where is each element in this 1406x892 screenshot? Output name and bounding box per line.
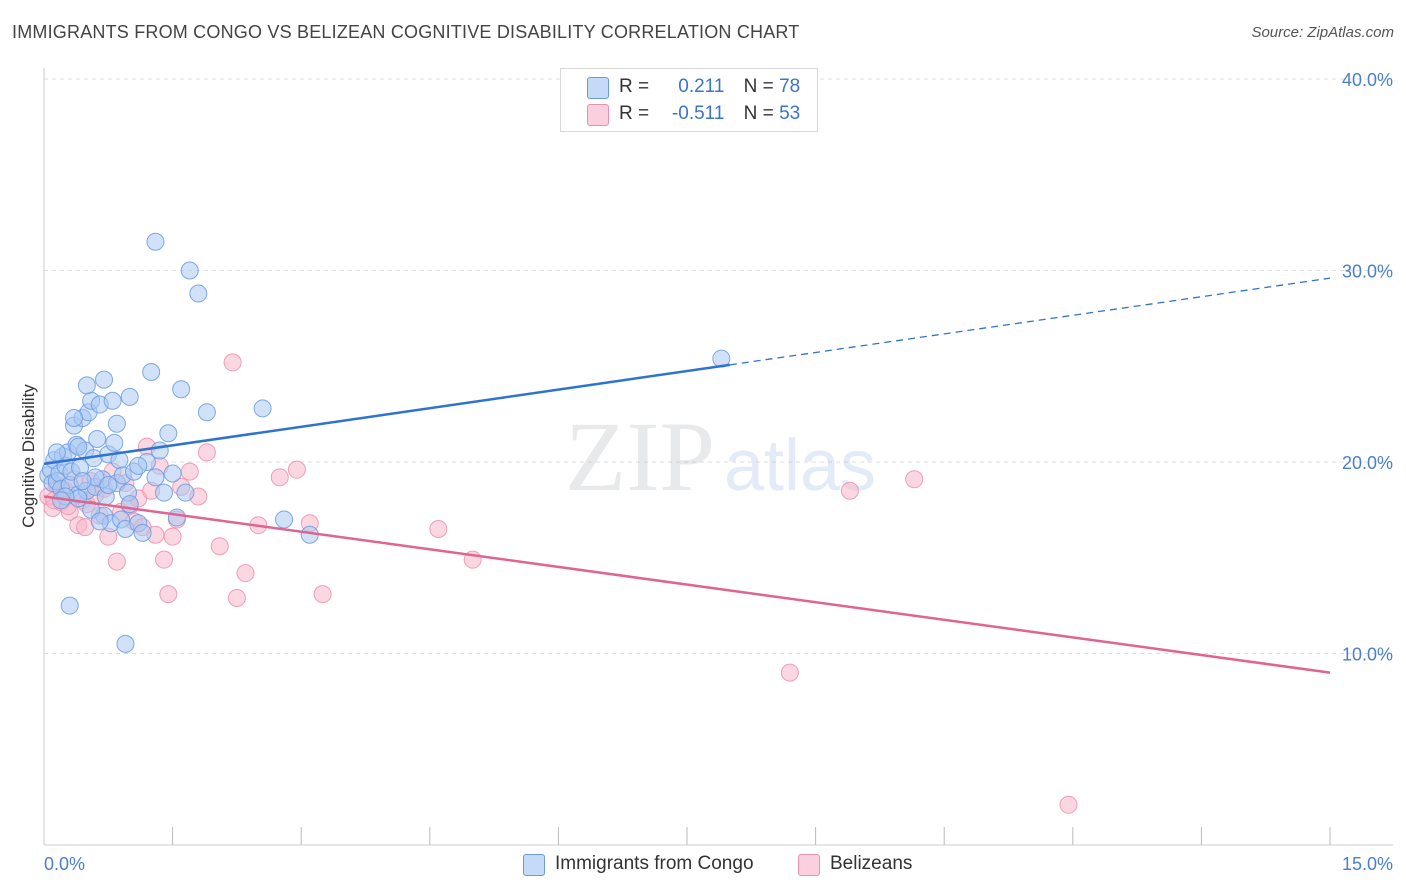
congo-point (129, 456, 148, 475)
congo-point (155, 483, 174, 502)
belizeans-point (197, 443, 216, 462)
congo-points (39, 232, 731, 653)
congo-trend-line (43, 363, 731, 466)
chart-title: IMMIGRANTS FROM CONGO VS BELIZEAN COGNIT… (12, 22, 800, 42)
legend-n-value-congo: 78 (779, 76, 801, 97)
watermark: ZIP atlas (565, 401, 876, 512)
belizeans-point (840, 481, 859, 500)
congo-point (150, 441, 169, 460)
belizeans-point (429, 520, 448, 539)
y-tick-label: 10.0% (1342, 645, 1393, 665)
legend-r-label: R = (619, 103, 650, 124)
belizeans-point (159, 585, 178, 604)
congo-point (107, 414, 126, 433)
belizeans-points (39, 353, 1078, 814)
congo-point (65, 408, 84, 427)
belizeans-point (905, 470, 924, 489)
congo-trend-line-extension (729, 277, 1331, 366)
legend-label-congo: Immigrants from Congo (555, 853, 754, 874)
congo-point (163, 464, 182, 483)
belizeans-point (227, 588, 246, 607)
congo-point (159, 424, 178, 443)
congo-point (167, 508, 186, 527)
legend-stats-text-congo: R = 0.211 N = 78 (619, 76, 800, 98)
legend-n-label: N = (743, 103, 774, 124)
congo-point (88, 430, 107, 449)
belizeans-point (163, 527, 182, 546)
legend-swatch-congo-bottom (523, 854, 545, 876)
congo-point (103, 391, 122, 410)
legend-label-belizeans: Belizeans (830, 853, 913, 874)
congo-point (189, 284, 208, 303)
congo-point (73, 472, 92, 491)
congo-point (142, 362, 161, 381)
belizeans-point (223, 353, 242, 372)
congo-point (116, 634, 135, 653)
trend-lines (43, 277, 1331, 674)
belizeans-point (270, 468, 289, 487)
congo-point (133, 523, 152, 542)
belizeans-point (210, 537, 229, 556)
x-tick-label-min: 0.0% (44, 854, 85, 874)
congo-point (172, 380, 191, 399)
watermark-zip: ZIP (565, 401, 715, 512)
y-axis-label: Cognitive Disability (19, 384, 38, 528)
belizeans-point (313, 585, 332, 604)
congo-point (275, 510, 294, 529)
belizeans-point (236, 564, 255, 583)
belizeans-point (107, 552, 126, 571)
legend-swatch-belizeans-bottom (798, 854, 820, 876)
legend-r-value-belizeans: -0.511 (671, 103, 725, 124)
legend-r-label: R = (619, 76, 650, 97)
legend-series: Immigrants from Congo Belizeans (0, 852, 1406, 878)
source-label: Source: ZipAtlas.com (1251, 24, 1394, 41)
belizeans-trend-line (43, 495, 1331, 674)
legend-swatch-belizeans (587, 104, 609, 126)
congo-point (90, 512, 109, 531)
y-tick-label: 40.0% (1342, 70, 1393, 90)
belizeans-point (180, 462, 199, 481)
congo-point (180, 261, 199, 280)
congo-point (99, 475, 118, 494)
congo-point (60, 596, 79, 615)
legend-n-value-belizeans: 53 (779, 103, 801, 124)
congo-point (69, 437, 88, 456)
congo-point (77, 376, 96, 395)
belizeans-point (1059, 795, 1078, 814)
congo-point (95, 370, 114, 389)
congo-point (146, 468, 165, 487)
congo-point (120, 387, 139, 406)
y-tick-label: 20.0% (1342, 453, 1393, 473)
congo-point (176, 483, 195, 502)
belizeans-point (287, 460, 306, 479)
congo-point (197, 403, 216, 422)
legend-r-value-congo: 0.211 (678, 76, 725, 97)
legend-stats-text-belizeans: R = -0.511 N = 53 (619, 103, 800, 125)
congo-point (253, 399, 272, 418)
congo-point (105, 433, 124, 452)
belizeans-point (780, 663, 799, 682)
congo-point (146, 232, 165, 251)
x-tick-label-max: 15.0% (1342, 854, 1393, 874)
congo-point (47, 443, 66, 462)
y-axis-tick-labels: 10.0% 20.0% 30.0% 40.0% (1342, 70, 1393, 665)
belizeans-point (155, 550, 174, 569)
legend-stats: R = 0.211 N = 78 R = -0.511 N = 53 (560, 68, 818, 132)
x-axis-ticks (172, 827, 1331, 845)
legend-n-label: N = (743, 76, 774, 97)
y-tick-label: 30.0% (1342, 262, 1393, 282)
legend-swatch-congo (587, 77, 609, 99)
